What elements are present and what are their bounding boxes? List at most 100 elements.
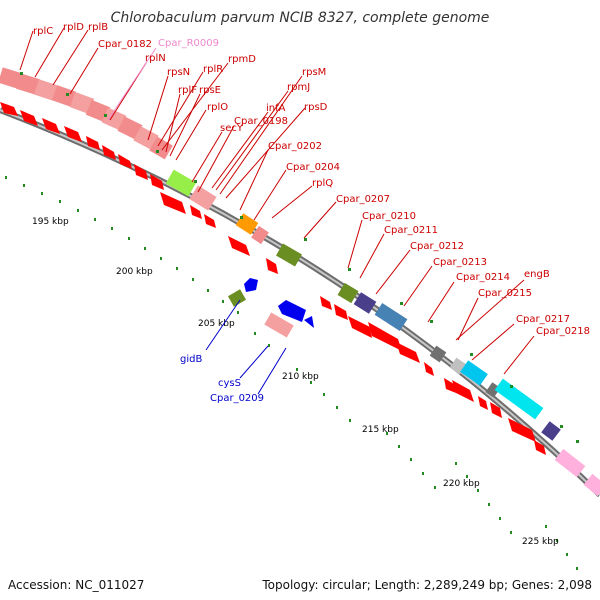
reverse-cds-arrow — [304, 316, 314, 328]
leader-line — [427, 281, 455, 323]
leader-line — [107, 47, 157, 121]
gene-label-cpar-0198: Cpar_0198 — [234, 116, 288, 127]
gene-label-rpmJ: rpmJ — [287, 82, 310, 93]
feature-block — [101, 107, 127, 131]
gene-label-rplF: rplF — [178, 85, 197, 96]
accession-label: Accession: NC_011027 — [8, 578, 145, 592]
cds-arrow — [20, 110, 38, 126]
leader-line — [197, 125, 235, 193]
tick-dot — [499, 517, 501, 520]
tick-dot — [240, 216, 243, 219]
tick-dot — [510, 531, 512, 534]
kbp-label-195: 195 kbp — [32, 217, 69, 227]
cds-arrow — [42, 118, 60, 134]
leader-line — [211, 111, 269, 189]
gene-label-rplB: rplB — [88, 22, 108, 33]
tick-dot — [104, 114, 107, 117]
tick-dots — [5, 72, 579, 570]
tick-dot — [422, 472, 424, 475]
leader-line — [191, 131, 223, 183]
tick-dot — [176, 267, 178, 270]
feature-block — [251, 225, 269, 245]
kbp-label-200: 200 kbp — [116, 267, 153, 277]
feature-block-pink — [264, 312, 294, 338]
leader-line — [359, 233, 385, 279]
cds-arrow — [204, 214, 216, 228]
tick-dot — [268, 344, 270, 347]
tick-dot — [222, 300, 224, 303]
tick-dot — [545, 525, 547, 528]
gene-label-rpsM: rpsM — [302, 67, 326, 78]
cds-arrow — [534, 440, 546, 455]
leader-line — [69, 47, 99, 95]
leader-line — [219, 75, 303, 195]
feature-block — [16, 73, 40, 95]
cds-arrow — [396, 342, 420, 363]
tick-dot — [430, 320, 433, 323]
tick-dot — [77, 209, 79, 212]
cds-arrow — [320, 296, 332, 310]
gene-label-cpar-0207: Cpar_0207 — [336, 194, 390, 205]
gene-labels-red: rplC rplD rplB Cpar_0182 rplN rpsN rplR … — [33, 22, 590, 337]
cds-arrow — [452, 380, 474, 402]
leader-line — [239, 149, 269, 211]
tick-dot — [237, 311, 239, 314]
gene-label-rpsN: rpsN — [167, 67, 190, 78]
leader-line — [455, 279, 525, 341]
kbp-scale: 195 kbp 200 kbp 205 kbp 210 kbp 215 kbp … — [32, 217, 559, 547]
tick-dot — [477, 489, 479, 492]
reverse-feature-band — [227, 278, 314, 338]
leader-line — [169, 93, 201, 157]
tick-dot — [144, 247, 146, 250]
gene-label-cysS: cysS — [218, 378, 241, 389]
cds-arrow — [508, 418, 536, 442]
tick-dot — [304, 238, 307, 241]
tick-dot — [59, 200, 61, 203]
tick-dot — [348, 268, 351, 271]
feature-block-slate — [541, 421, 561, 441]
tick-dot — [398, 445, 400, 448]
page-title: Chlorobaculum parvum NCIB 8327, complete… — [110, 10, 490, 26]
feature-block — [69, 92, 95, 114]
gene-labels-blue: gidB cysS Cpar_0209 — [180, 354, 264, 404]
tick-dot — [400, 302, 403, 305]
cds-arrow — [228, 236, 250, 256]
leader-line — [225, 107, 306, 199]
feature-block — [117, 116, 143, 140]
tick-dot — [23, 184, 25, 187]
tick-dot — [434, 486, 436, 489]
kbp-label-225: 225 kbp — [522, 537, 559, 547]
gene-label-cpar-0209: Cpar_0209 — [210, 393, 264, 404]
feature-block — [51, 85, 77, 107]
cds-arrow — [118, 154, 132, 169]
tick-dot — [310, 381, 312, 384]
leader-line — [257, 347, 287, 395]
leader-line — [403, 265, 433, 307]
tick-dot — [386, 432, 388, 435]
gene-label-cpar-0215: Cpar_0215 — [478, 288, 532, 299]
label-leader-lines-other — [107, 47, 287, 395]
feature-block — [0, 67, 22, 89]
tick-dot — [194, 180, 197, 183]
genome-backbone-highlight — [0, 109, 600, 496]
feature-block-lime — [165, 169, 197, 197]
tick-dot — [336, 406, 338, 409]
feature-block-pink — [583, 473, 600, 497]
gene-label-rpmD: rpmD — [228, 54, 256, 65]
cds-arrow — [444, 378, 456, 393]
tick-dot — [128, 237, 130, 240]
feature-block-cyan — [494, 378, 544, 420]
tick-dot — [207, 289, 209, 292]
gene-label-rplN: rplN — [145, 53, 166, 64]
feature-block-pink — [554, 448, 586, 478]
cds-arrow — [134, 164, 148, 180]
tick-dot — [566, 553, 568, 556]
gene-label-cpar-0217: Cpar_0217 — [516, 314, 570, 325]
tick-dot — [510, 385, 513, 388]
leader-line — [165, 93, 181, 153]
tick-dot — [560, 425, 563, 428]
cds-arrow — [334, 304, 348, 320]
leader-line — [503, 335, 535, 375]
leader-line — [157, 71, 204, 147]
